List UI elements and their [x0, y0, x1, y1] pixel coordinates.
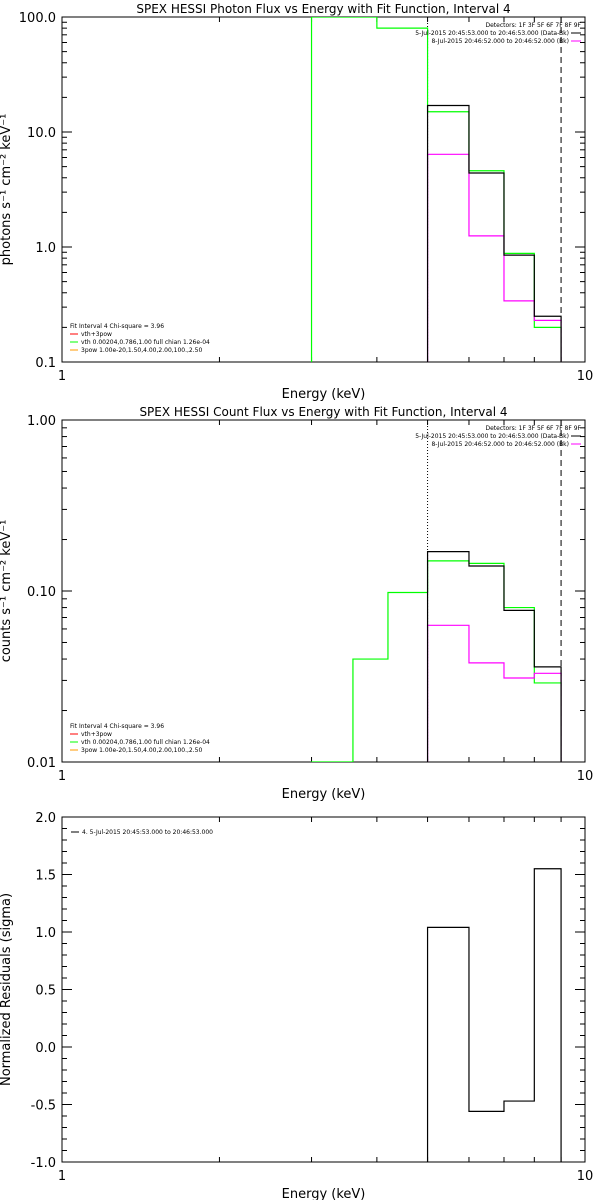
y-tick-label: 100.0	[19, 11, 56, 26]
legend-entry: 3pow 1.00e-20,1.50,4.00,2.00,100.,2.50	[81, 347, 202, 354]
y-tick-label: 0.5	[35, 984, 56, 999]
legend-entry: vth 0.00204,0.786,1.00 full chian 1.26e-…	[81, 739, 210, 746]
series-line-1	[426, 868, 562, 1162]
legend-header: Detectors: 1F 3F 5F 6F 7F 8F 9F	[485, 22, 581, 29]
legend-entry: 5-Jul-2015 20:45:53.000 to 20:46:53.000 …	[415, 433, 569, 440]
x-tick-label: 1	[58, 769, 66, 784]
series-line-1	[310, 17, 562, 362]
x-axis-label: Energy (keV)	[282, 387, 366, 402]
legend-entry: 4. 5-Jul-2015 20:45:53.000 to 20:46:53.0…	[82, 829, 213, 836]
legend-entry: 8-Jul-2015 20:46:52.000 to 20:46:52.000 …	[431, 38, 569, 45]
series-line-3	[426, 550, 562, 762]
y-axis-ticks: 0.01 0.10 1.00	[27, 414, 585, 771]
y-tick-label: 1.0	[35, 926, 56, 941]
legend-header: Detectors: 1F 3F 5F 6F 7F 8F 9F	[485, 425, 581, 432]
series-line-2	[426, 624, 562, 762]
chart-title: SPEX HESSI Photon Flux vs Energy with Fi…	[136, 2, 510, 16]
x-tick-label: 1	[58, 369, 66, 384]
legend-top: Detectors: 1F 3F 5F 6F 7F 8F 9F5-Jul-201…	[415, 425, 581, 448]
legend-bottom: Fit Interval 4 Chi-square = 3.96vth+3pow…	[70, 323, 210, 354]
legend-entry: vth+3pow	[81, 731, 112, 738]
legend-header: Fit Interval 4 Chi-square = 3.96	[70, 323, 164, 330]
y-tick-label: 1.00	[27, 414, 56, 429]
legend-entry: vth 0.00204,0.786,1.00 full chian 1.26e-…	[81, 339, 210, 346]
series-line-3	[426, 104, 562, 362]
legend-entry: 8-Jul-2015 20:46:52.000 to 20:46:52.000 …	[431, 441, 569, 448]
legend-bottom: Fit Interval 4 Chi-square = 3.96vth+3pow…	[70, 723, 210, 754]
series-group	[310, 17, 562, 362]
series-group	[310, 550, 562, 762]
y-tick-label: 0.0	[35, 1041, 56, 1056]
y-tick-label: 1.5	[35, 869, 56, 884]
x-tick-label: 10	[577, 1169, 594, 1184]
chart-panel-1: SPEX HESSI Photon Flux vs Energy with Fi…	[0, 2, 593, 402]
x-axis-label: Energy (keV)	[282, 1187, 366, 1200]
x-tick-label: 10	[577, 769, 594, 784]
series-line-2	[426, 153, 562, 362]
plot-frame	[61, 419, 586, 763]
y-axis-ticks: 0.1 1.0 10.0 100.0	[19, 11, 585, 371]
y-tick-label: 0.1	[35, 356, 56, 371]
y-axis-label: Normalized Residuals (sigma)	[0, 893, 14, 1086]
y-tick-label: -0.5	[31, 1099, 56, 1114]
x-axis-ticks: 1 10	[58, 817, 593, 1184]
legend-entry: 5-Jul-2015 20:45:53.000 to 20:46:53.000 …	[415, 30, 569, 37]
y-tick-label: -1.0	[31, 1156, 56, 1171]
series-line-1	[310, 560, 562, 762]
plot-frame	[61, 816, 586, 1163]
series-group	[426, 868, 562, 1162]
y-axis-ticks: -1.0 -0.5 0.0 0.5 1.0 1.5 2.0	[31, 811, 585, 1171]
y-tick-label: 2.0	[35, 811, 56, 826]
y-tick-label: 1.0	[35, 241, 56, 256]
chart-panel-3: 1 10 -1.0 -0.5 0.0 0.5 1.0 1.5 2.0 Energy (keV) No…	[0, 811, 593, 1200]
x-axis-ticks: 1 10	[58, 420, 593, 784]
y-tick-label: 0.01	[27, 756, 56, 771]
legend-top: Detectors: 1F 3F 5F 6F 7F 8F 9F5-Jul-201…	[415, 22, 581, 45]
x-tick-label: 10	[577, 369, 594, 384]
legend-header: Fit Interval 4 Chi-square = 3.96	[70, 723, 164, 730]
legend-entry: vth+3pow	[81, 331, 112, 338]
chart-title: SPEX HESSI Count Flux vs Energy with Fit…	[139, 405, 507, 419]
y-axis-label: counts s⁻¹ cm⁻² keV⁻¹	[0, 520, 14, 663]
x-axis-label: Energy (keV)	[282, 787, 366, 802]
plot-frame	[61, 16, 586, 363]
y-tick-label: 0.10	[27, 585, 56, 600]
x-tick-label: 1	[58, 1169, 66, 1184]
legend-top: 4. 5-Jul-2015 20:45:53.000 to 20:46:53.0…	[71, 829, 213, 836]
legend-entry: 3pow 1.00e-20,1.50,4.00,2.00,100.,2.50	[81, 747, 202, 754]
chart-panel-2: SPEX HESSI Count Flux vs Energy with Fit…	[0, 405, 593, 802]
y-tick-label: 10.0	[27, 126, 56, 141]
y-axis-label: photons s⁻¹ cm⁻² keV⁻¹	[0, 114, 14, 266]
